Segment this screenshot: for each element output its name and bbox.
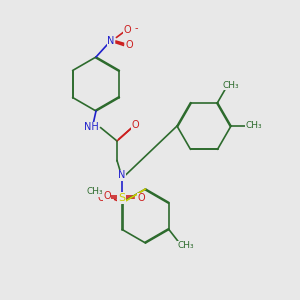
Text: CH₃: CH₃ — [223, 81, 239, 90]
Text: S: S — [118, 193, 125, 203]
Text: O: O — [132, 119, 140, 130]
Text: O: O — [125, 40, 133, 50]
Text: N: N — [118, 170, 125, 181]
Text: CH₃: CH₃ — [87, 188, 103, 196]
Text: O: O — [98, 193, 105, 203]
Text: N: N — [107, 35, 115, 46]
Text: NH: NH — [84, 122, 99, 133]
Text: CH₃: CH₃ — [245, 122, 262, 130]
Text: CH₃: CH₃ — [177, 242, 194, 250]
Text: O: O — [138, 193, 146, 203]
Text: O: O — [103, 191, 111, 201]
Text: -: - — [135, 23, 138, 33]
Text: O: O — [124, 25, 131, 35]
